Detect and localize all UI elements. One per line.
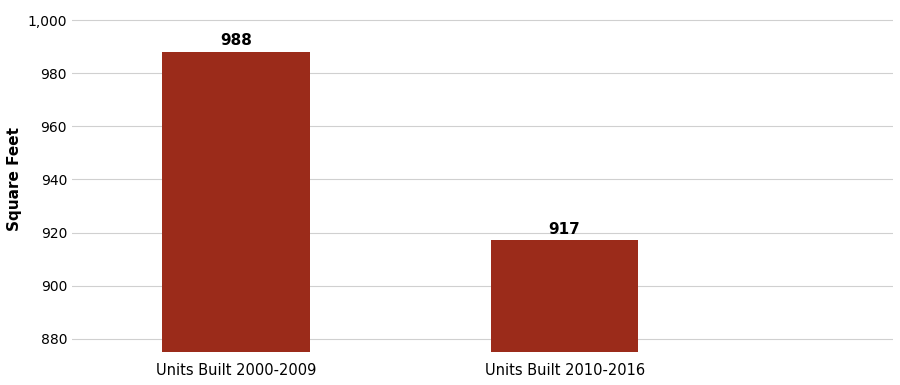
Text: 988: 988	[220, 33, 252, 48]
Bar	[491, 241, 638, 385]
Bar	[162, 52, 310, 385]
Y-axis label: Square Feet: Square Feet	[7, 127, 22, 231]
Text: 917: 917	[549, 221, 580, 236]
